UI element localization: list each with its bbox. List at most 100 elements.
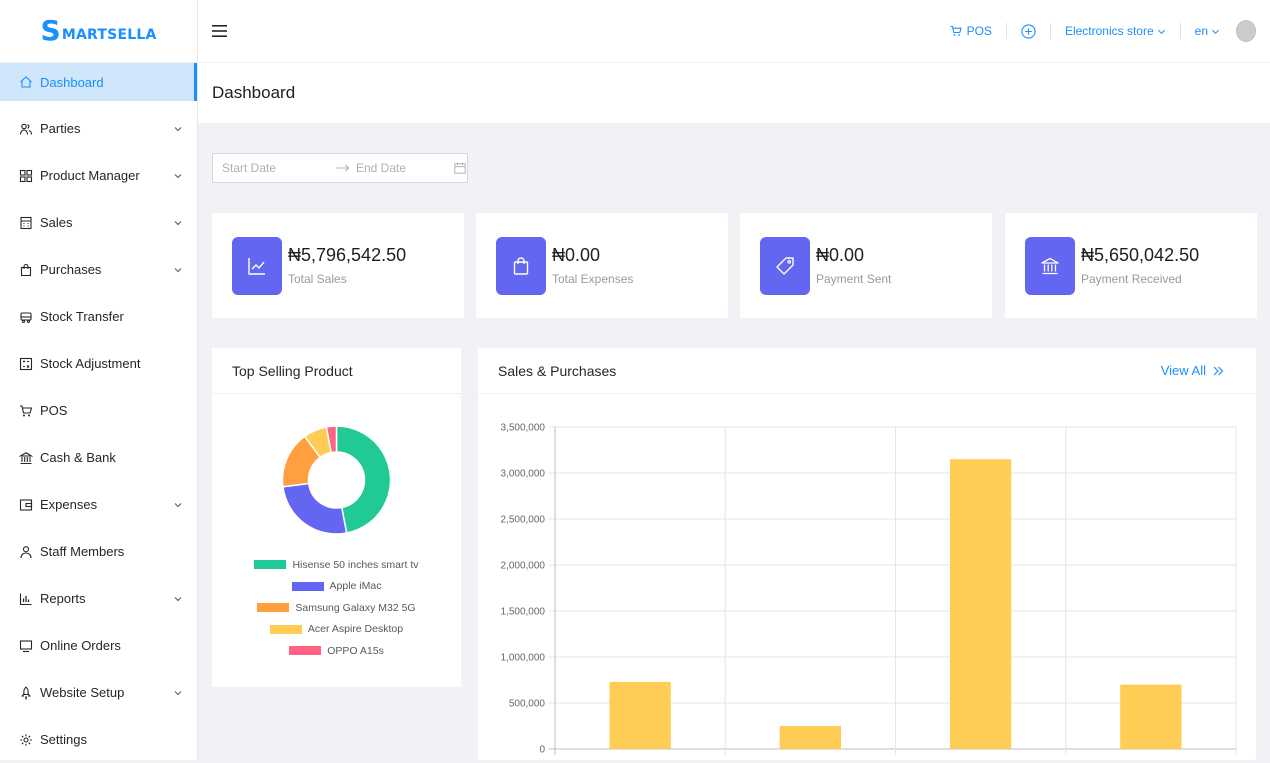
end-date-input[interactable] — [356, 161, 448, 175]
sidebar-item-sales[interactable]: Sales — [0, 199, 197, 246]
header-actions: POS Electronics store en — [950, 0, 1270, 62]
stat-label: Total Sales — [288, 272, 347, 286]
monitor-icon — [19, 639, 33, 652]
legend-item[interactable]: Samsung Galaxy M32 5G — [212, 597, 461, 619]
stat-card-total-expenses: ₦0.00 Total Expenses — [476, 213, 728, 318]
legend-label: Apple iMac — [329, 580, 382, 593]
top-header: POS Electronics store en — [198, 0, 1270, 63]
legend-swatch — [291, 581, 324, 591]
rocket-icon — [20, 686, 32, 700]
legend-item[interactable]: OPPO A15s — [212, 640, 461, 662]
legend-item[interactable]: Hisense 50 inches smart tv — [212, 554, 461, 576]
bar[interactable] — [1120, 684, 1182, 749]
sidebar-item-label: Parties — [40, 121, 81, 136]
brand-initial: S — [40, 14, 61, 47]
cart-icon — [950, 25, 962, 36]
arrow-right-icon — [336, 164, 350, 172]
bar[interactable] — [779, 726, 842, 749]
sidebar-item-pos[interactable]: POS — [0, 387, 197, 434]
legend-item[interactable]: Acer Aspire Desktop — [212, 619, 461, 641]
pos-link[interactable]: POS — [950, 24, 992, 38]
y-tick-label: 3,000,000 — [501, 469, 546, 480]
sidebar-item-dashboard[interactable]: Dashboard — [0, 63, 197, 101]
user-icon — [20, 545, 32, 558]
sidebar-item-label: Dashboard — [40, 74, 104, 90]
sidebar-item-label: POS — [40, 403, 68, 418]
page-header: Dashboard — [198, 63, 1270, 123]
sidebar-item-staff-members[interactable]: Staff Members — [0, 528, 197, 575]
sidebar: S MARTSELLA Dashboard Parties Product Mana… — [0, 0, 198, 760]
legend-label: Hisense 50 inches smart tv — [292, 558, 419, 571]
sidebar-item-settings[interactable]: Settings — [0, 716, 197, 763]
bank-icon — [1041, 257, 1059, 274]
add-circle-icon[interactable] — [1021, 23, 1036, 39]
truck-icon — [20, 311, 32, 323]
bar-chart-icon — [19, 593, 32, 605]
sidebar-item-expenses[interactable]: Expenses — [0, 481, 197, 528]
sidebar-item-label: Sales — [40, 215, 73, 230]
sidebar-item-product-manager[interactable]: Product Manager — [0, 152, 197, 199]
double-chevron-right-icon — [1213, 366, 1224, 375]
user-avatar[interactable] — [1236, 20, 1256, 42]
calendar-icon[interactable] — [454, 162, 466, 174]
chevron-down-icon — [174, 220, 182, 225]
bar-chart: 0 500,000 1,000,000 1,500,000 2,000,000 2,500… — [501, 423, 1237, 756]
view-all-link[interactable]: View All — [1161, 363, 1224, 378]
chevron-down-icon — [1157, 29, 1165, 34]
sidebar-item-reports[interactable]: Reports — [0, 575, 197, 622]
view-all-label: View All — [1160, 363, 1206, 378]
stat-label: Payment Sent — [816, 272, 892, 286]
legend-swatch — [289, 646, 322, 656]
legend-label: Acer Aspire Desktop — [307, 623, 404, 636]
store-label: Electronics store — [1064, 24, 1154, 38]
calculator-icon — [20, 216, 32, 229]
store-selector[interactable]: Electronics store — [1065, 24, 1166, 38]
sidebar-item-label: Stock Adjustment — [40, 356, 141, 371]
date-range-picker[interactable] — [212, 153, 468, 183]
header-divider — [1049, 23, 1051, 39]
stat-value: ₦5,650,042.50 — [1081, 245, 1200, 265]
sidebar-item-cash-bank[interactable]: Cash & Bank — [0, 434, 197, 481]
y-tick-label: 500,000 — [509, 699, 546, 710]
stat-icon-box — [232, 236, 282, 295]
menu-toggle-icon[interactable] — [212, 24, 228, 38]
pos-label: POS — [966, 24, 992, 38]
y-tick-label: 1,500,000 — [501, 607, 546, 618]
sidebar-item-website-setup[interactable]: Website Setup — [0, 669, 197, 716]
line-chart-icon — [248, 257, 265, 275]
sidebar-item-online-orders[interactable]: Online Orders — [0, 622, 197, 669]
language-selector[interactable]: en — [1195, 24, 1220, 38]
bar[interactable] — [949, 459, 1012, 749]
legend-item[interactable]: Apple iMac — [212, 576, 461, 598]
pie-slice[interactable] — [325, 425, 338, 454]
pie-slice[interactable] — [335, 425, 392, 534]
tag-icon — [776, 256, 794, 275]
sidebar-nav: Dashboard Parties Product Manager Sales Purc… — [0, 63, 197, 763]
chevron-down-icon — [174, 502, 182, 507]
home-icon — [20, 76, 32, 88]
sidebar-item-label: Expenses — [40, 497, 98, 512]
stat-value: ₦0.00 — [816, 245, 865, 265]
brand-logo[interactable]: S MARTSELLA — [0, 0, 197, 63]
y-tick-label: 3,500,000 — [501, 423, 546, 434]
sidebar-item-parties[interactable]: Parties — [0, 105, 197, 152]
top-selling-panel: Top Selling Product Hisense 50 inches sm… — [212, 348, 461, 687]
stat-value: ₦5,796,542.50 — [288, 245, 407, 265]
grid-icon — [19, 169, 33, 182]
cart-icon — [20, 404, 33, 416]
start-date-input[interactable] — [222, 161, 318, 175]
brand-name: MARTSELLA — [61, 27, 157, 43]
stat-icon-box — [496, 236, 546, 295]
sidebar-item-stock-transfer[interactable]: Stock Transfer — [0, 293, 197, 340]
legend-swatch — [254, 560, 287, 570]
stat-label: Payment Received — [1081, 272, 1182, 286]
pie-slice[interactable] — [282, 482, 348, 535]
y-tick-label: 2,000,000 — [501, 561, 546, 572]
legend-label: OPPO A15s — [327, 644, 384, 657]
sidebar-item-label: Cash & Bank — [40, 450, 116, 465]
sidebar-item-purchases[interactable]: Purchases — [0, 246, 197, 293]
panel-title: Sales & Purchases — [498, 362, 617, 379]
bar[interactable] — [609, 681, 671, 749]
chevron-down-icon — [174, 596, 182, 601]
sidebar-item-stock-adjustment[interactable]: Stock Adjustment — [0, 340, 197, 387]
